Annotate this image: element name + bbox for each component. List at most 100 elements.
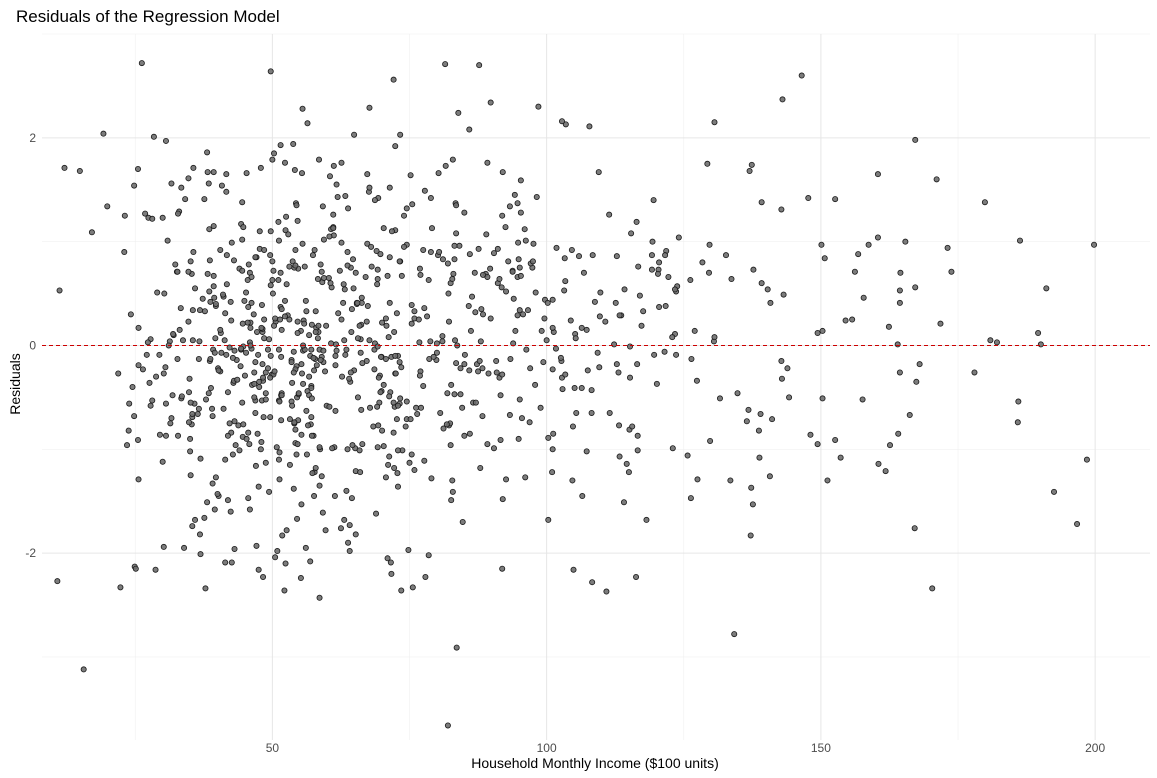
data-point [253,542,260,549]
data-point [497,436,504,443]
data-point [479,413,486,420]
data-point [693,377,700,384]
data-point [302,297,309,304]
data-point [597,289,604,296]
data-point [228,239,235,246]
data-point [178,393,185,400]
data-point [272,315,279,322]
data-point [505,258,512,265]
data-point [289,379,296,386]
data-point [616,453,623,460]
data-point [487,265,494,272]
data-point [358,406,365,413]
data-point [291,419,298,426]
data-point [413,404,420,411]
data-point [471,269,478,276]
data-point [417,271,424,278]
data-point [319,509,326,516]
data-point [382,355,389,362]
data-point [185,268,192,275]
data-point [583,448,590,455]
data-point [344,446,351,453]
data-point [687,277,694,284]
data-point [256,228,263,235]
data-point [694,476,701,483]
data-point [628,230,635,237]
data-point [218,349,225,356]
data-point [126,400,133,407]
data-point [286,316,293,323]
data-point [1014,419,1021,426]
data-point [779,96,786,103]
data-point [499,169,506,176]
data-point [819,327,826,334]
data-point [380,443,387,450]
data-point [929,585,936,592]
data-point [292,426,299,433]
data-point [383,322,390,329]
data-point [366,184,373,191]
data-point [311,493,318,500]
data-point [204,270,211,277]
data-point [358,294,365,301]
data-point [350,285,357,292]
data-point [387,559,394,566]
data-point [131,413,138,420]
data-point [453,644,460,651]
data-point [368,263,375,270]
data-point [303,451,310,458]
data-point [289,258,296,265]
data-point [370,423,377,430]
data-point [453,360,460,367]
data-point [490,250,497,257]
y-tick-label: 0 [29,338,36,352]
data-point [633,218,640,225]
data-point [865,241,872,248]
data-point [640,308,647,315]
data-point [293,202,300,209]
data-point [549,296,556,303]
data-point [352,269,359,276]
data-point [388,570,395,577]
data-point [722,252,729,259]
data-point [223,171,230,178]
data-point [633,573,640,580]
data-point [993,339,1000,346]
data-point [411,308,418,315]
data-point [390,399,397,406]
data-point [267,282,274,289]
data-point [906,412,913,419]
data-point [229,354,236,361]
data-point [209,413,216,420]
data-point [635,263,642,270]
data-point [288,359,295,366]
data-point [363,318,370,325]
data-point [168,180,175,187]
data-point [669,334,676,341]
data-point [342,192,349,199]
data-point [570,566,577,573]
data-point [218,182,225,189]
data-point [371,197,378,204]
data-point [243,289,250,296]
data-point [623,460,630,467]
data-point [160,370,167,377]
data-point [562,278,569,285]
data-point [541,315,548,322]
data-point [855,251,862,258]
data-point [316,444,323,451]
data-point [895,430,902,437]
data-point [195,355,202,362]
data-point [502,224,509,231]
data-point [362,273,369,280]
data-point [440,425,447,432]
data-point [398,272,405,279]
data-point [192,285,199,292]
data-point [616,422,623,429]
data-point [131,182,138,189]
data-point [134,436,141,443]
data-point [527,365,534,372]
data-point [312,308,319,315]
data-point [616,312,623,319]
data-point [727,477,734,484]
